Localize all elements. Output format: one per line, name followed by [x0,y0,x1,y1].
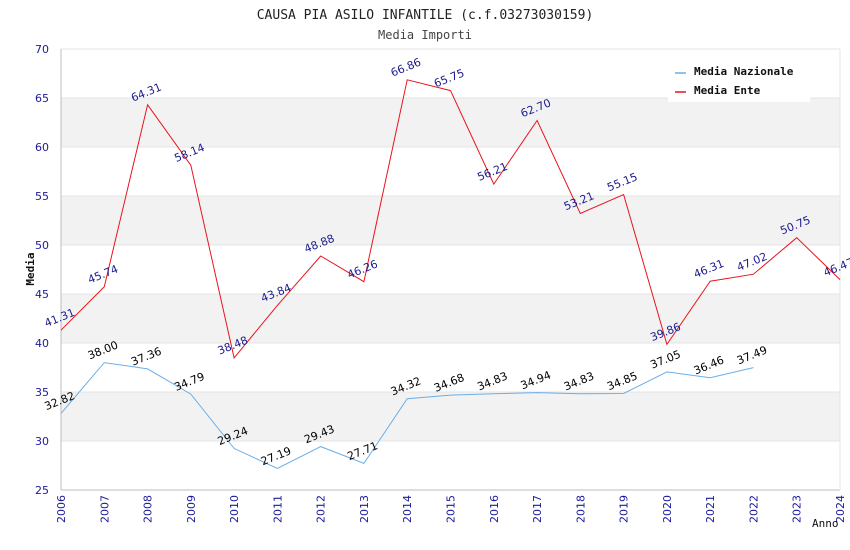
y-tick-label: 40 [35,337,49,350]
chart-subtitle: Media Importi [378,28,472,42]
y-tick-label: 35 [35,386,49,399]
grid-band [61,441,840,490]
x-tick-label: 2015 [445,495,458,523]
legend-box [668,60,810,102]
x-tick-label: 2007 [98,495,111,523]
y-tick-label: 60 [35,141,49,154]
legend-label-ente: Media Ente [694,84,761,97]
series-line-media-nazionale [60,362,754,470]
x-axis-label: Anno [812,517,839,530]
y-tick-label: 25 [35,484,49,497]
chart-title: CAUSA PIA ASILO INFANTILE (c.f.032730301… [257,8,594,23]
x-tick-label: 2013 [358,495,371,523]
legend-label-nazionale: Media Nazionale [694,65,794,78]
y-tick-label: 30 [35,435,49,448]
y-tick-label: 65 [35,92,49,105]
grid-band [61,245,840,294]
y-tick-label: 70 [35,43,49,56]
legend: Media Nazionale Media Ente [668,60,810,102]
x-tick-label: 2019 [618,495,631,523]
grid-bands [61,48,840,491]
grid-band [61,294,840,343]
x-tick-label: 2016 [488,495,501,523]
x-tick-label: 2022 [747,495,760,523]
x-tick-label: 2006 [55,495,68,523]
x-tick-label: 2018 [574,495,587,523]
x-tick-label: 2009 [185,495,198,523]
x-tick-label: 2021 [704,495,717,523]
grid-band [61,196,840,245]
x-tick-label: 2014 [401,495,414,523]
x-tick-label: 2023 [791,495,804,523]
x-tick-label: 2010 [228,495,241,523]
x-tick-label: 2008 [142,495,155,523]
x-tick-label: 2017 [531,495,544,523]
grid-band [61,98,840,147]
grid-band [61,147,840,196]
series-layer [60,79,841,470]
grid-band [61,392,840,441]
y-tick-label: 50 [35,239,49,252]
y-tick-label: 45 [35,288,49,301]
x-tick-label: 2011 [271,495,284,523]
axes: 25 30 35 40 45 50 55 60 65 70 2006 2007 2008 2009 2010… [35,43,847,523]
y-axis-label: Media [24,252,37,285]
x-tick-label: 2024 [834,495,847,523]
x-tick-label: 2012 [315,495,328,523]
series-line-media-ente [60,79,841,360]
grid-band [61,343,840,392]
y-tick-label: 55 [35,190,49,203]
x-tick-label: 2020 [661,495,674,523]
